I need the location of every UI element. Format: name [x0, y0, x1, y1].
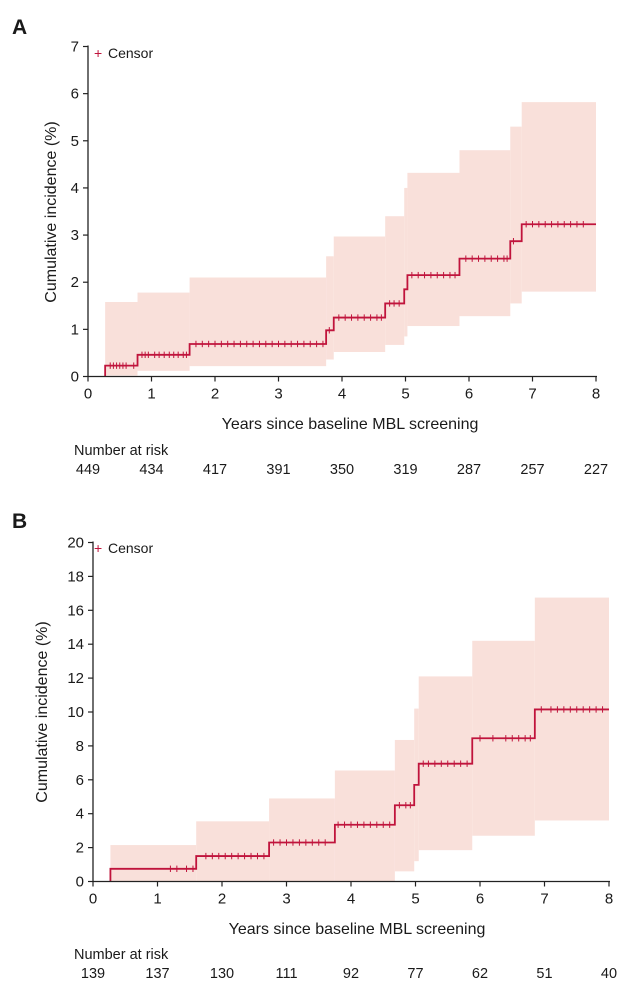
y-tick-label: 14	[67, 636, 84, 653]
x-tick-label: 8	[605, 891, 613, 908]
ci-band-segment	[333, 236, 386, 352]
x-tick-label: 5	[401, 386, 409, 403]
ci-band-segment	[407, 172, 460, 327]
y-tick-label: 6	[71, 86, 79, 103]
x-tick-label: 6	[476, 891, 484, 908]
x-tick-label: 3	[282, 891, 290, 908]
x-tick-label: 0	[84, 386, 92, 403]
y-tick-label: 7	[71, 39, 79, 56]
x-tick-label: 5	[411, 891, 419, 908]
legend-censor-symbol-a: +	[94, 45, 102, 61]
risk-value: 92	[343, 966, 359, 982]
legend-censor-label-a: Censor	[108, 45, 153, 61]
risk-value: 111	[275, 966, 297, 982]
y-tick-label: 0	[76, 874, 84, 891]
risk-value: 391	[266, 462, 290, 478]
y-tick-label: 10	[67, 704, 84, 721]
risk-table-label-a: Number at risk	[74, 443, 169, 459]
risk-value: 40	[601, 966, 617, 982]
legend-a: + Censor	[94, 45, 153, 61]
ci-band-segment	[510, 126, 522, 304]
x-axis-title-a: Years since baseline MBL screening	[222, 416, 479, 433]
ci-band-segment	[404, 187, 408, 337]
x-tick-label: 1	[147, 386, 155, 403]
legend-b: + Censor	[94, 540, 153, 556]
panel-letter-b: B	[12, 510, 27, 533]
cumulative-incidence-line	[104, 223, 596, 377]
risk-value: 130	[210, 966, 234, 982]
risk-value: 227	[584, 462, 608, 478]
ci-band-segment	[334, 770, 395, 882]
cumulative-incidence-line	[109, 708, 609, 882]
y-tick-label: 5	[71, 133, 79, 150]
x-tick-label: 7	[528, 386, 536, 403]
x-tick-label: 1	[153, 891, 161, 908]
y-tick-label: 3	[71, 227, 79, 244]
risk-value: 350	[330, 462, 354, 478]
y-tick-label: 2	[76, 840, 84, 857]
risk-table-label-b: Number at risk	[74, 947, 169, 963]
risk-value: 434	[139, 462, 163, 478]
ci-band-segment	[326, 256, 334, 360]
x-tick-label: 0	[89, 891, 97, 908]
x-tick-label: 2	[211, 386, 219, 403]
x-axis-title-b: Years since baseline MBL screening	[229, 921, 486, 938]
legend-censor-symbol-b: +	[94, 540, 102, 556]
x-tick-label: 2	[218, 891, 226, 908]
y-tick-label: 8	[76, 738, 84, 755]
x-tick-label: 7	[540, 891, 548, 908]
y-tick-label: 0	[71, 369, 79, 386]
risk-value: 417	[203, 462, 227, 478]
ci-band-segment	[385, 216, 405, 345]
risk-value: 287	[457, 462, 481, 478]
risk-value: 77	[407, 966, 423, 982]
y-axis-title-a: Cumulative incidence (%)	[43, 121, 60, 302]
x-tick-label: 4	[338, 386, 346, 403]
ci-band-segment	[196, 821, 270, 882]
ci-band-segment	[110, 845, 197, 882]
panel-a: A 0 1 2 3 4 5 6 7 8 0 1 2 3 4 5 6 7 + Censor Years since…	[12, 16, 608, 478]
y-tick-label: 1	[71, 321, 79, 338]
y-axis-title-b: Cumulative incidence (%)	[34, 621, 51, 802]
x-tick-label: 4	[347, 891, 355, 908]
risk-value: 139	[81, 966, 105, 982]
y-tick-label: 12	[67, 670, 84, 687]
y-tick-label: 6	[76, 772, 84, 789]
ci-band-segment	[459, 150, 511, 317]
legend-censor-label-b: Censor	[108, 540, 153, 556]
risk-value: 449	[76, 462, 100, 478]
risk-value: 137	[145, 966, 169, 982]
ci-band-segment	[521, 102, 596, 292]
x-tick-label: 3	[274, 386, 282, 403]
risk-value: 319	[393, 462, 417, 478]
y-tick-label: 4	[71, 180, 79, 197]
y-tick-label: 20	[67, 535, 84, 552]
risk-value: 51	[536, 966, 552, 982]
ci-band-segment	[137, 292, 190, 371]
ci-band-segment	[189, 277, 327, 367]
y-tick-label: 4	[76, 806, 84, 823]
risk-value: 257	[520, 462, 544, 478]
y-tick-label: 2	[71, 274, 79, 291]
y-tick-label: 16	[67, 602, 84, 619]
x-tick-label: 8	[592, 386, 600, 403]
y-tick-label: 18	[67, 568, 84, 585]
panel-letter-a: A	[12, 16, 27, 39]
risk-value: 62	[472, 966, 488, 982]
x-tick-label: 6	[465, 386, 473, 403]
